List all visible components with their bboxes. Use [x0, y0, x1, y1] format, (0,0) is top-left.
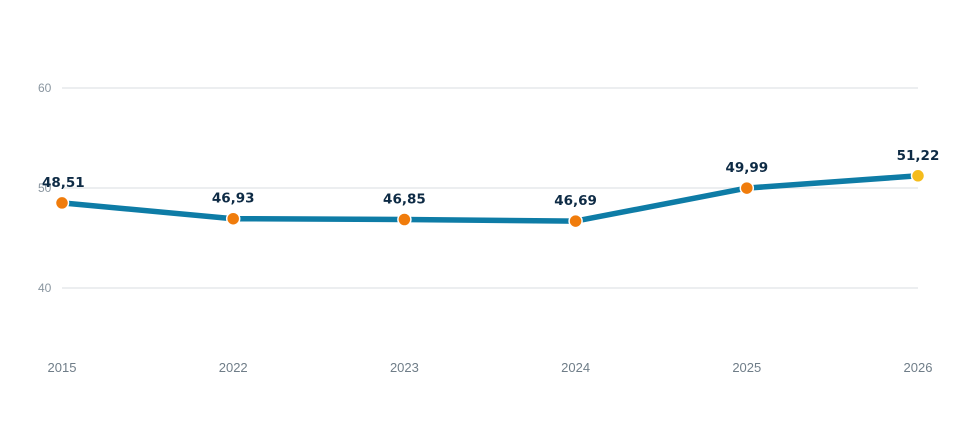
data-labels: 48,51 46,93 46,85 46,69 49,99 51,22	[42, 148, 939, 209]
x-tick-label: 2026	[904, 360, 933, 375]
series-line	[59, 173, 921, 224]
data-label-2026: 51,22	[897, 148, 940, 164]
x-tick-label: 2015	[48, 360, 77, 375]
data-point-2024[interactable]	[568, 213, 583, 229]
data-label-2024: 46,69	[554, 193, 597, 209]
x-axis-ticks: 2015 2022 2023 2024 2025 2026	[48, 360, 933, 375]
y-tick-label: 40	[38, 281, 52, 295]
data-point-2026[interactable]	[910, 168, 926, 184]
y-tick-label: 50	[38, 181, 52, 195]
x-tick-label: 2022	[219, 360, 248, 375]
data-point-2025[interactable]	[739, 180, 755, 196]
data-label-2015: 48,51	[42, 175, 85, 191]
x-tick-label: 2025	[732, 360, 761, 375]
x-tick-label: 2023	[390, 360, 419, 375]
y-gridlines	[62, 87, 918, 289]
data-label-2023: 46,85	[383, 192, 426, 208]
y-axis-ticks: 40 50 60	[38, 81, 52, 295]
data-point-2015[interactable]	[54, 195, 70, 211]
data-point-2023[interactable]	[397, 212, 412, 227]
x-tick-label: 2024	[561, 360, 590, 375]
data-point-2022[interactable]	[225, 211, 241, 226]
data-label-2025: 49,99	[725, 160, 768, 176]
y-tick-label: 60	[38, 81, 52, 95]
data-label-2022: 46,93	[212, 191, 255, 207]
series-group	[54, 168, 926, 229]
